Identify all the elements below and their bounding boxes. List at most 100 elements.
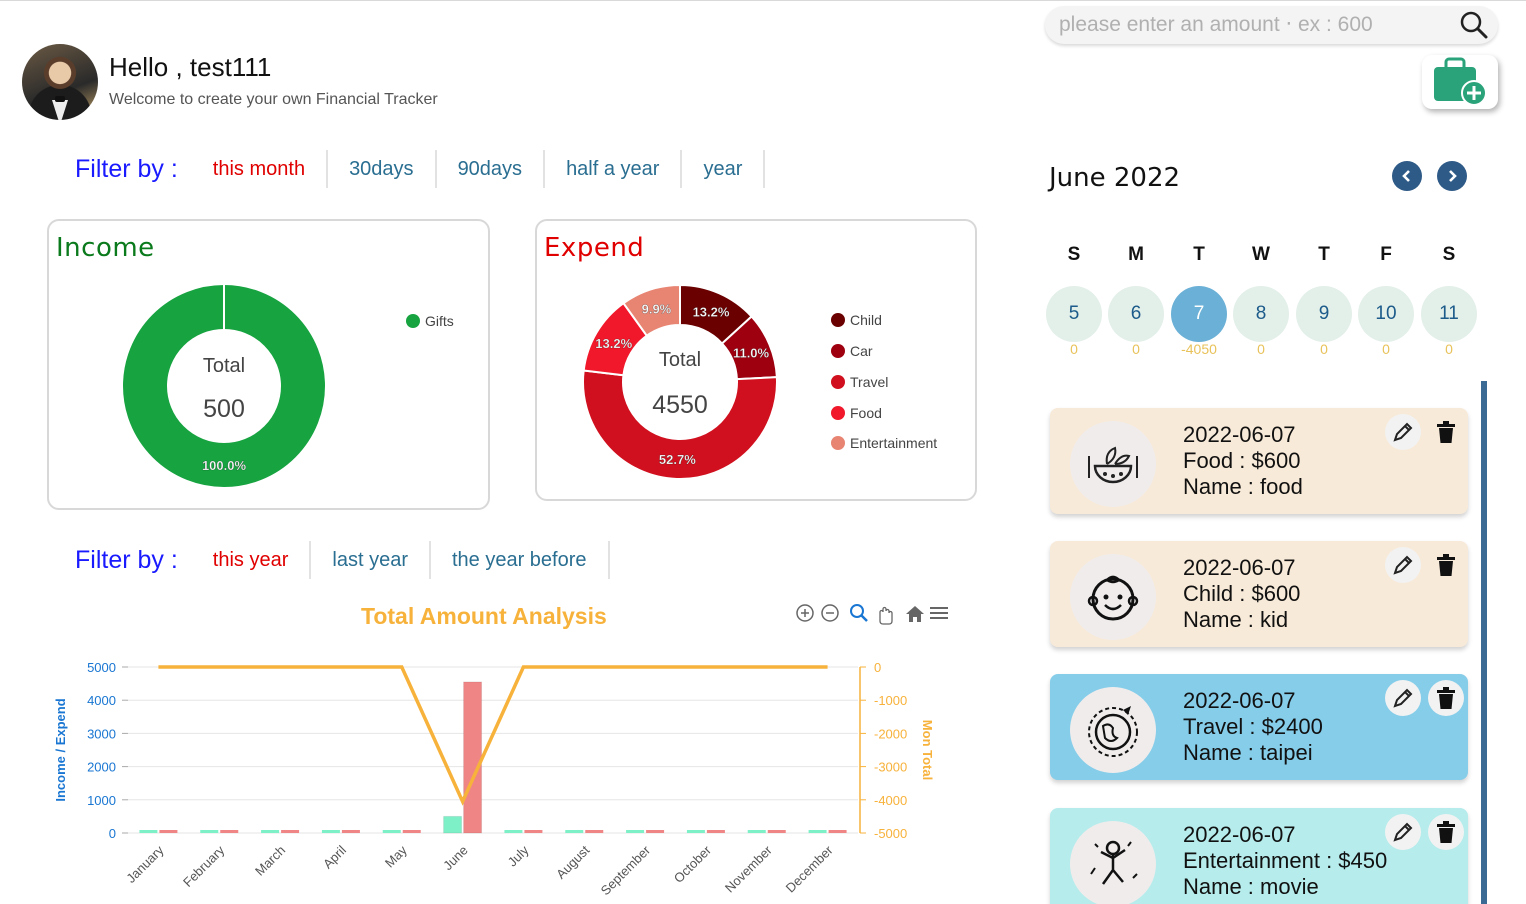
x-tick-label: May — [382, 842, 410, 870]
record-date: 2022-06-07 — [1183, 822, 1296, 847]
edit-button[interactable] — [1385, 680, 1421, 716]
bar-october-0[interactable] — [686, 830, 705, 833]
x-tick-label: December — [783, 842, 836, 895]
pencil-icon — [1393, 555, 1413, 575]
bar-september-1[interactable] — [646, 830, 665, 833]
bar-may-1[interactable] — [402, 830, 421, 833]
calendar-day[interactable]: 11 — [1421, 286, 1477, 342]
bar-january-1[interactable] — [159, 830, 178, 833]
bar-february-1[interactable] — [220, 830, 239, 833]
welcome-subtitle: Welcome to create your own Financial Tra… — [109, 91, 438, 108]
delete-button[interactable] — [1428, 414, 1464, 450]
legend-item-child[interactable]: Child — [831, 312, 882, 328]
record-icon-wrap — [1070, 821, 1156, 904]
scrollbar[interactable] — [1481, 381, 1487, 904]
zoom-out-icon[interactable] — [821, 604, 839, 622]
food-bowl-icon — [1088, 446, 1138, 484]
bar-may-0[interactable] — [382, 830, 401, 833]
bar-september-0[interactable] — [626, 830, 645, 833]
bar-march-0[interactable] — [261, 830, 280, 833]
bar-july-1[interactable] — [524, 830, 543, 833]
mon-total-line[interactable] — [158, 665, 828, 806]
day-amount: 0 — [1132, 341, 1140, 357]
globe-plane-icon — [1088, 706, 1138, 757]
record-icon-wrap — [1070, 554, 1156, 640]
period-filter: Filter by : this month 30days 90days hal… — [75, 150, 766, 188]
edit-button[interactable] — [1385, 414, 1421, 450]
delete-button[interactable] — [1428, 547, 1464, 583]
record-category-amount: Entertainment : $450 — [1183, 848, 1388, 873]
filter-30days[interactable]: 30days — [328, 150, 437, 188]
filter-year[interactable]: year — [682, 150, 766, 188]
calendar-day[interactable]: 8 — [1233, 286, 1289, 342]
wallet-plus-icon — [1434, 57, 1487, 106]
zoom-in-icon[interactable] — [796, 604, 814, 622]
filter-this-month[interactable]: this month — [192, 150, 329, 188]
calendar-day-selected[interactable]: 7 — [1171, 286, 1227, 342]
record-card-travel[interactable]: 2022-06-07 Travel : $2400 Name : taipei — [1050, 674, 1468, 780]
legend-item-gifts[interactable]: Gifts — [406, 313, 454, 329]
weekday-label: T — [1318, 244, 1330, 265]
bar-december-1[interactable] — [828, 830, 847, 833]
bar-december-0[interactable] — [808, 830, 827, 833]
bar-january-0[interactable] — [139, 830, 158, 833]
income-slice-gifts[interactable] — [123, 285, 325, 487]
filter-half-year[interactable]: half a year — [545, 150, 683, 188]
expend-slice-entertainment[interactable] — [622, 283, 681, 338]
legend-dot — [831, 436, 845, 450]
bar-june-0[interactable] — [443, 815, 463, 834]
bar-march-1[interactable] — [281, 830, 300, 833]
bar-june-1[interactable] — [463, 681, 483, 834]
calendar-day[interactable]: 10 — [1358, 286, 1414, 342]
bar-july-0[interactable] — [504, 830, 523, 833]
expend-slice-travel[interactable] — [582, 369, 778, 480]
edit-button[interactable] — [1385, 547, 1421, 583]
search-bar — [1045, 6, 1498, 44]
bar-november-1[interactable] — [767, 830, 786, 833]
bar-august-1[interactable] — [585, 830, 604, 833]
delete-button[interactable] — [1428, 814, 1464, 850]
legend-dot — [831, 344, 845, 358]
record-name: Name : food — [1183, 474, 1303, 499]
day-amount: 0 — [1320, 341, 1328, 357]
pan-hand-icon[interactable] — [879, 606, 893, 625]
delete-button[interactable] — [1428, 680, 1464, 716]
weekday-label: F — [1380, 244, 1392, 265]
calendar-day[interactable]: 5 — [1046, 286, 1102, 342]
bar-april-0[interactable] — [321, 830, 340, 833]
bar-october-1[interactable] — [706, 830, 725, 833]
edit-button[interactable] — [1385, 814, 1421, 850]
filter-last-year[interactable]: last year — [311, 541, 431, 579]
filter-year-before[interactable]: the year before — [431, 541, 610, 579]
weekday-label: S — [1442, 244, 1456, 265]
x-tick-label: February — [180, 842, 228, 890]
calendar-day[interactable]: 9 — [1296, 286, 1352, 342]
home-icon[interactable] — [906, 606, 924, 622]
record-card-entertainment[interactable]: 2022-06-07 Entertainment : $450 Name : m… — [1050, 808, 1468, 904]
calendar-prev-button[interactable] — [1392, 161, 1422, 191]
bar-february-0[interactable] — [200, 830, 219, 833]
add-record-button[interactable] — [1422, 55, 1498, 109]
expend-slice-slice-label: 13.2% — [693, 305, 730, 320]
search-input[interactable] — [1059, 13, 1449, 37]
calendar-next-button[interactable] — [1437, 161, 1467, 191]
record-card-child[interactable]: 2022-06-07 Child : $600 Name : kid — [1050, 541, 1468, 647]
bar-august-0[interactable] — [565, 830, 584, 833]
calendar-month-title: June 2022 — [1049, 163, 1181, 193]
filter-90days[interactable]: 90days — [437, 150, 546, 188]
calendar-day[interactable]: 6 — [1108, 286, 1164, 342]
expend-total-value: 4550 — [652, 391, 708, 419]
legend-item-food[interactable]: Food — [831, 405, 882, 421]
legend-item-entertainment[interactable]: Entertainment — [831, 435, 937, 451]
legend-item-car[interactable]: Car — [831, 343, 873, 359]
zoom-select-icon[interactable] — [850, 604, 868, 622]
income-donut: 100.0% — [123, 285, 325, 487]
legend-item-travel[interactable]: Travel — [831, 374, 888, 390]
menu-icon[interactable] — [930, 607, 948, 619]
bar-november-0[interactable] — [747, 830, 766, 833]
filter-this-year[interactable]: this year — [192, 541, 312, 579]
trash-icon — [1437, 554, 1455, 576]
search-icon[interactable] — [1458, 9, 1490, 41]
bar-april-1[interactable] — [341, 830, 360, 833]
record-card-food[interactable]: 2022-06-07 Food : $600 Name : food — [1050, 408, 1468, 514]
